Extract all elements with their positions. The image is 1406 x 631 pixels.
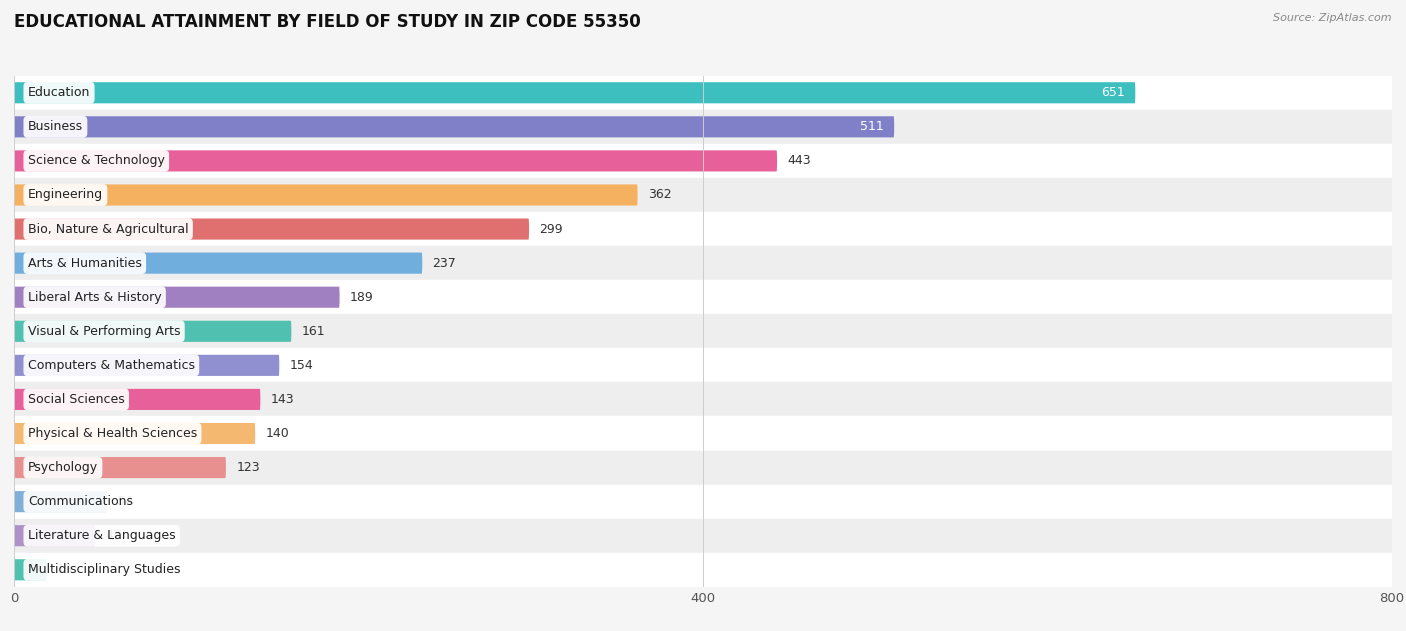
Text: 54: 54 bbox=[118, 495, 134, 508]
FancyBboxPatch shape bbox=[14, 389, 260, 410]
Text: 143: 143 bbox=[271, 393, 294, 406]
FancyBboxPatch shape bbox=[14, 457, 226, 478]
Text: Computers & Mathematics: Computers & Mathematics bbox=[28, 359, 195, 372]
Bar bbox=[14, 212, 1392, 246]
Bar bbox=[14, 519, 1392, 553]
Bar bbox=[14, 280, 1392, 314]
Text: Physical & Health Sciences: Physical & Health Sciences bbox=[28, 427, 197, 440]
Text: 651: 651 bbox=[1101, 86, 1125, 99]
Bar bbox=[14, 110, 1392, 144]
Bar bbox=[14, 382, 1392, 416]
FancyBboxPatch shape bbox=[14, 321, 291, 342]
Text: 362: 362 bbox=[648, 189, 672, 201]
Text: 237: 237 bbox=[433, 257, 457, 269]
Text: Source: ZipAtlas.com: Source: ZipAtlas.com bbox=[1274, 13, 1392, 23]
Text: 154: 154 bbox=[290, 359, 314, 372]
Bar bbox=[14, 416, 1392, 451]
FancyBboxPatch shape bbox=[14, 252, 422, 274]
Text: Science & Technology: Science & Technology bbox=[28, 155, 165, 167]
Bar bbox=[14, 348, 1392, 382]
Bar bbox=[14, 485, 1392, 519]
FancyBboxPatch shape bbox=[14, 286, 340, 308]
Text: Literature & Languages: Literature & Languages bbox=[28, 529, 176, 542]
Text: 189: 189 bbox=[350, 291, 374, 304]
Bar bbox=[14, 144, 1392, 178]
Text: Communications: Communications bbox=[28, 495, 132, 508]
Text: 140: 140 bbox=[266, 427, 290, 440]
Bar bbox=[14, 553, 1392, 587]
Bar bbox=[14, 246, 1392, 280]
Text: Liberal Arts & History: Liberal Arts & History bbox=[28, 291, 162, 304]
Text: Arts & Humanities: Arts & Humanities bbox=[28, 257, 142, 269]
Text: 161: 161 bbox=[302, 325, 325, 338]
FancyBboxPatch shape bbox=[14, 150, 778, 172]
Text: Multidisciplinary Studies: Multidisciplinary Studies bbox=[28, 563, 180, 576]
Text: Education: Education bbox=[28, 86, 90, 99]
FancyBboxPatch shape bbox=[14, 82, 1135, 103]
FancyBboxPatch shape bbox=[14, 423, 256, 444]
Text: 511: 511 bbox=[860, 121, 884, 133]
Bar bbox=[14, 314, 1392, 348]
FancyBboxPatch shape bbox=[14, 116, 894, 138]
Text: EDUCATIONAL ATTAINMENT BY FIELD OF STUDY IN ZIP CODE 55350: EDUCATIONAL ATTAINMENT BY FIELD OF STUDY… bbox=[14, 13, 641, 31]
Bar bbox=[14, 451, 1392, 485]
FancyBboxPatch shape bbox=[14, 525, 96, 546]
Text: Business: Business bbox=[28, 121, 83, 133]
Text: 19: 19 bbox=[58, 563, 73, 576]
FancyBboxPatch shape bbox=[14, 218, 529, 240]
FancyBboxPatch shape bbox=[14, 184, 637, 206]
Text: Visual & Performing Arts: Visual & Performing Arts bbox=[28, 325, 180, 338]
FancyBboxPatch shape bbox=[14, 355, 280, 376]
Bar bbox=[14, 178, 1392, 212]
Text: Bio, Nature & Agricultural: Bio, Nature & Agricultural bbox=[28, 223, 188, 235]
FancyBboxPatch shape bbox=[14, 559, 46, 581]
Text: 443: 443 bbox=[787, 155, 811, 167]
Bar bbox=[14, 76, 1392, 110]
Text: 47: 47 bbox=[105, 529, 121, 542]
Text: Social Sciences: Social Sciences bbox=[28, 393, 125, 406]
Text: Engineering: Engineering bbox=[28, 189, 103, 201]
FancyBboxPatch shape bbox=[14, 491, 107, 512]
Text: 299: 299 bbox=[540, 223, 562, 235]
Text: 123: 123 bbox=[236, 461, 260, 474]
Text: Psychology: Psychology bbox=[28, 461, 98, 474]
